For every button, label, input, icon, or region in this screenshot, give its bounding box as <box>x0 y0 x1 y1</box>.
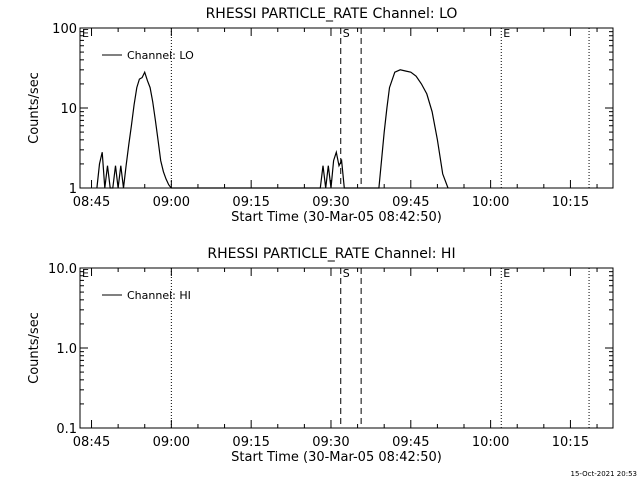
event-marker-label: E <box>503 267 510 280</box>
y-tick-label: 10 <box>60 102 77 117</box>
legend-label: Channel: LO <box>127 49 194 62</box>
legend-label: Channel: HI <box>127 289 191 302</box>
y-tick-label: 1 <box>69 182 77 197</box>
chart-title: RHESSI PARTICLE_RATE Channel: LO <box>206 6 458 22</box>
y-tick-label: 100 <box>52 22 77 37</box>
x-tick-label: 10:15 <box>552 195 589 210</box>
y-axis-label: Counts/sec <box>27 72 42 144</box>
event-marker-label: S <box>343 267 350 280</box>
y-tick-label: 0.1 <box>56 422 77 437</box>
chart-title: RHESSI PARTICLE_RATE Channel: HI <box>207 246 455 262</box>
x-tick-label: 08:45 <box>73 195 110 210</box>
x-tick-label: 09:30 <box>312 195 349 210</box>
event-marker-label: E <box>82 267 89 280</box>
footer-timestamp: 15-Oct-2021 20:53 <box>570 470 637 478</box>
y-tick-label: 1.0 <box>56 342 77 357</box>
x-axis-label: Start Time (30-Mar-05 08:42:50) <box>231 210 442 225</box>
chart-panel-2: RHESSI PARTICLE_RATE Channel: HI 0.1 1.0 10… <box>27 246 614 465</box>
x-tick-label: 09:15 <box>232 435 269 450</box>
event-marker-label: S <box>343 27 350 40</box>
y-tick-label: 10.0 <box>48 262 77 277</box>
chart-panel-1: RHESSI PARTICLE_RATE Channel: LO 1 10 100 Co… <box>27 6 614 225</box>
x-tick-label: 09:00 <box>153 435 190 450</box>
x-tick-label: 10:15 <box>552 435 589 450</box>
x-tick-label: 08:45 <box>73 435 110 450</box>
x-tick-label: 09:00 <box>153 195 190 210</box>
x-axis-label: Start Time (30-Mar-05 08:42:50) <box>231 450 442 465</box>
x-tick-label: 09:45 <box>392 195 429 210</box>
event-marker-label: E <box>82 27 89 40</box>
x-tick-label: 09:15 <box>232 195 269 210</box>
series-line <box>96 69 449 189</box>
x-tick-label: 10:00 <box>472 195 509 210</box>
x-tick-label: 09:45 <box>392 435 429 450</box>
event-marker-label: E <box>503 27 510 40</box>
x-tick-label: 09:30 <box>312 435 349 450</box>
y-axis-label: Counts/sec <box>27 312 42 384</box>
x-tick-label: 10:00 <box>472 435 509 450</box>
